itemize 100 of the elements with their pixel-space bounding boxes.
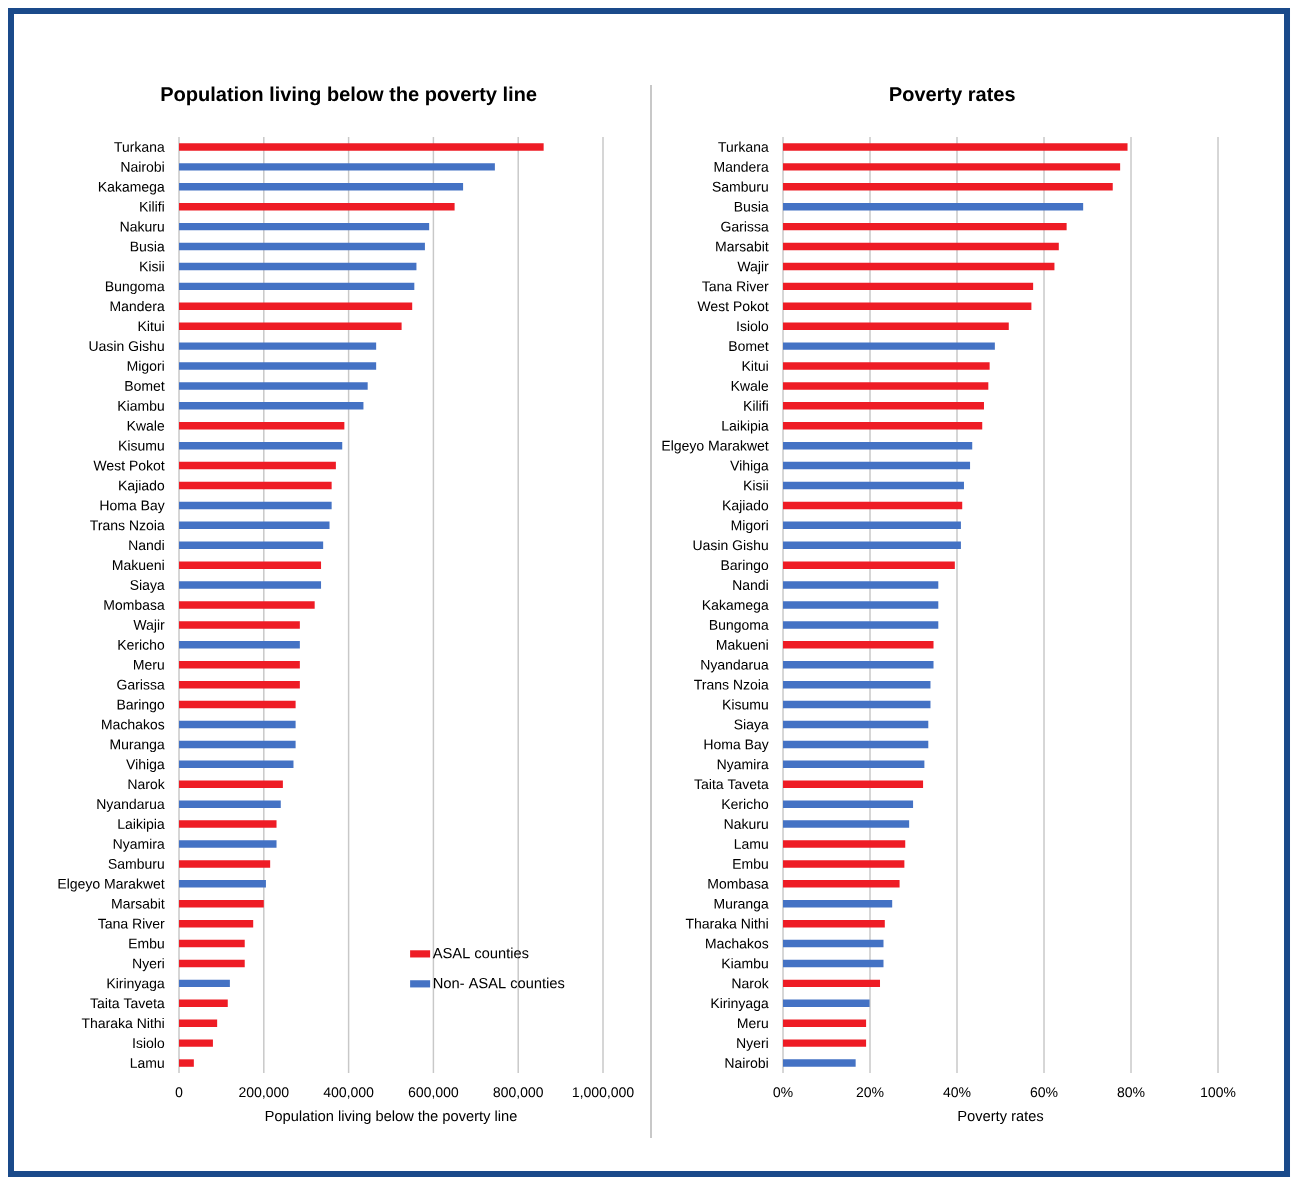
y-tick-label: Nyamira [717, 758, 769, 773]
bar [783, 800, 914, 808]
y-tick-label: Meru [133, 659, 164, 670]
y-tick-label: Kitui [138, 320, 164, 332]
y-tick-label: Busia [734, 201, 769, 212]
y-tick-label: Embu [733, 858, 768, 869]
bar [783, 621, 939, 629]
y-tick-label: Kericho [722, 798, 769, 810]
bar [783, 541, 961, 549]
bar [783, 601, 939, 609]
bar [783, 919, 885, 928]
y-tick-label: Mombasa [104, 599, 165, 610]
y-tick-label: Nyamira [113, 838, 165, 852]
bar [179, 780, 283, 788]
y-tick-label: Nandi [129, 539, 164, 551]
y-tick-label: Elgeyo Marakwet [58, 878, 165, 892]
y-tick-label: Samburu [712, 181, 768, 192]
y-tick-label: Marsabit [112, 898, 165, 909]
bar [179, 422, 345, 430]
y-tick-label: Turkana [718, 141, 769, 152]
bar [783, 441, 973, 450]
y-tick-label: Trans Nzoia [90, 520, 165, 531]
x-axis-title: Population living below the poverty line [265, 1110, 517, 1125]
y-tick-label: Kilifi [140, 201, 164, 212]
bar [783, 183, 1113, 191]
bar [783, 700, 931, 709]
y-tick-label: Kiambu [118, 400, 164, 411]
y-tick-label: Kisumu [723, 699, 768, 710]
bar [783, 680, 931, 689]
y-tick-label: West Pokot [697, 300, 769, 312]
y-tick-label: Narok [732, 978, 769, 989]
y-tick-label: Bungoma [105, 281, 165, 295]
y-tick-label: Muranga [110, 739, 165, 753]
bar [783, 661, 934, 669]
bar [783, 422, 983, 430]
y-tick-label: Kisii [744, 480, 768, 491]
bar [179, 242, 425, 251]
y-tick-label: Tharaka Nithi [81, 1017, 164, 1029]
y-tick-label: Garissa [117, 679, 165, 690]
y-tick-label: Migori [127, 360, 164, 374]
y-tick-label: Narok [128, 778, 165, 790]
y-tick-label: Kajiado [119, 480, 165, 494]
bar [783, 820, 910, 828]
bar [179, 860, 271, 868]
y-tick-label: Kitui [742, 360, 768, 371]
x-tick-label: 0 [175, 1087, 183, 1098]
bar [783, 322, 1009, 330]
y-tick-label: Nairobi [121, 161, 164, 172]
bar [179, 561, 322, 569]
y-tick-label: Baringo [721, 559, 769, 573]
bar [783, 501, 963, 510]
y-tick-label: Mandera [110, 300, 165, 312]
y-tick-label: Homa Bay [704, 739, 769, 753]
y-tick-label: Nyeri [737, 1037, 768, 1051]
y-tick-label: Uasin Gishu [693, 539, 768, 551]
y-tick-label: Kwale [731, 380, 769, 391]
y-tick-label: Migori [731, 520, 768, 534]
bar [783, 720, 929, 729]
x-tick-label: 20% [856, 1087, 884, 1098]
bar [179, 919, 254, 928]
bar [783, 481, 964, 490]
y-tick-label: Wajir [737, 261, 769, 275]
bar [783, 143, 1128, 151]
bar [783, 382, 989, 390]
y-tick-label: Kakamega [702, 599, 769, 613]
bar [179, 720, 296, 729]
y-tick-label: Bomet [125, 381, 165, 391]
bar [179, 760, 294, 769]
y-tick-label: Taita Taveta [90, 997, 165, 1009]
bar [179, 740, 296, 749]
y-tick-label: Laikipia [118, 818, 165, 832]
y-tick-label: Nyeri [133, 958, 164, 972]
y-tick-label: Isiolo [133, 1037, 165, 1049]
y-tick-label: Samburu [108, 858, 164, 869]
bar [179, 521, 330, 530]
y-tick-label: Homa Bay [100, 500, 165, 514]
bar [783, 262, 1055, 271]
bar [783, 899, 893, 908]
bar [783, 860, 905, 868]
y-tick-label: Trans Nzoia [694, 679, 769, 690]
y-tick-label: Kakamega [98, 181, 165, 195]
bar [179, 382, 368, 390]
y-tick-label: Embu [129, 938, 164, 949]
bar [179, 262, 417, 271]
x-tick-label: 200,000 [239, 1087, 289, 1099]
y-tick-label: Mombasa [708, 878, 769, 889]
x-tick-label: 0% [773, 1087, 793, 1098]
bar [783, 959, 884, 968]
bar [179, 501, 332, 510]
y-tick-label: Machakos [102, 719, 165, 730]
bar [783, 521, 961, 530]
y-tick-label: Vihiga [730, 460, 769, 474]
bar [179, 441, 343, 450]
y-tick-label: Bomet [729, 341, 769, 352]
y-tick-label: Marsabit [716, 241, 769, 252]
x-tick-label: 400,000 [323, 1087, 374, 1099]
bar [179, 840, 277, 848]
bar [179, 621, 300, 629]
bar [179, 899, 264, 908]
bar [179, 461, 336, 470]
